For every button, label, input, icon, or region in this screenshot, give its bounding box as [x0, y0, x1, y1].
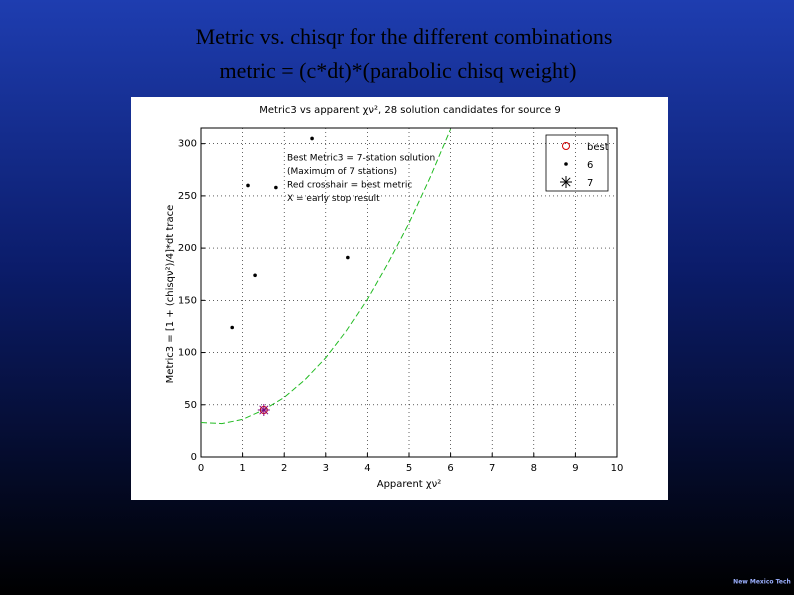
x-tick-label: 8 — [531, 463, 537, 474]
y-tick-label: 300 — [178, 139, 197, 150]
data-point — [253, 273, 257, 278]
data-point — [274, 185, 278, 190]
legend-label: 7 — [587, 178, 593, 189]
x-tick-label: 2 — [281, 463, 287, 474]
y-tick-label: 250 — [178, 191, 197, 202]
annotation: Best Metric3 = 7-station solution — [287, 154, 435, 164]
legend-marker — [562, 142, 570, 150]
data-point — [257, 404, 270, 416]
data-point — [346, 255, 350, 260]
x-tick-label: 7 — [489, 463, 495, 474]
x-tick-label: 1 — [239, 463, 245, 474]
legend-marker — [564, 162, 568, 166]
x-tick-label: 6 — [447, 463, 453, 474]
annotation: Red crosshair = best metric — [287, 181, 412, 191]
data-point — [246, 183, 250, 188]
y-tick-label: 100 — [178, 348, 197, 359]
legend-label: 6 — [587, 160, 593, 171]
logo: New Mexico Tech — [733, 579, 791, 586]
slide-title: Metric vs. chisqr for the different comb… — [196, 24, 613, 49]
slide-subtitle: metric = (c*dt)*(parabolic chisq weight) — [220, 58, 577, 83]
legend-label: best — [587, 142, 609, 153]
data-point — [230, 325, 234, 330]
y-tick-label: 0 — [191, 452, 197, 463]
annotation: X = early stop result — [287, 194, 380, 204]
y-tick-label: 50 — [184, 400, 197, 411]
chart-title: Metric3 vs apparent χν², 28 solution can… — [259, 105, 560, 116]
x-axis-label: Apparent χν² — [377, 479, 442, 490]
x-tick-label: 4 — [364, 463, 370, 474]
y-tick-label: 150 — [178, 295, 197, 306]
x-tick-label: 0 — [198, 463, 204, 474]
data-point — [310, 136, 314, 141]
x-tick-label: 10 — [611, 463, 624, 474]
legend-marker — [560, 176, 572, 188]
y-axis-label: Metric3 = [1 + (chisqν²)/4]*dt trace — [165, 205, 176, 384]
annotation: (Maximum of 7 stations) — [287, 167, 397, 177]
x-tick-label: 3 — [323, 463, 329, 474]
x-tick-label: 5 — [406, 463, 412, 474]
x-tick-label: 9 — [572, 463, 578, 474]
fit-curve — [200, 128, 452, 425]
y-tick-label: 200 — [178, 243, 197, 254]
legend — [545, 134, 609, 192]
